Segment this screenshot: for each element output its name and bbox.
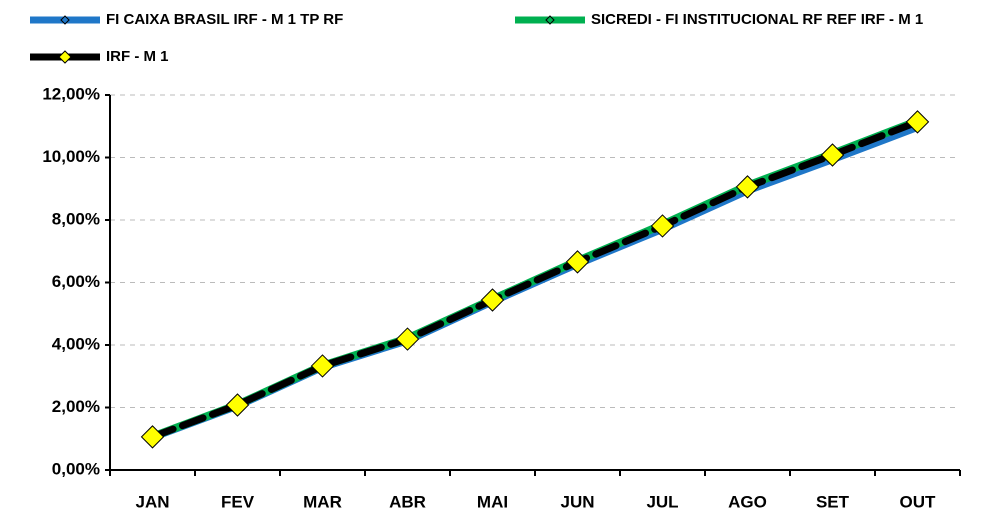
marker — [820, 143, 845, 167]
marker — [650, 214, 675, 238]
marker — [395, 327, 420, 351]
legend-marker — [545, 15, 555, 25]
x-tick-label: JUN — [560, 492, 594, 511]
y-tick-label: 2,00% — [52, 397, 100, 416]
marker — [225, 393, 250, 417]
series-line — [149, 118, 921, 441]
x-tick-label: AGO — [728, 492, 767, 511]
x-tick-label: SET — [816, 492, 850, 511]
legend-label: IRF - M 1 — [106, 48, 169, 65]
legend-marker — [58, 50, 72, 64]
legend-marker — [60, 15, 70, 25]
y-tick-label: 8,00% — [52, 209, 100, 228]
marker — [310, 354, 335, 378]
x-tick-label: OUT — [900, 492, 937, 511]
x-tick-label: FEV — [221, 492, 255, 511]
marker — [735, 175, 760, 199]
x-tick-label: ABR — [389, 492, 426, 511]
x-tick-label: JAN — [135, 492, 169, 511]
marker — [140, 425, 165, 449]
marker — [565, 250, 590, 274]
y-tick-label: 12,00% — [42, 84, 100, 103]
y-tick-label: 4,00% — [52, 334, 100, 353]
y-tick-label: 6,00% — [52, 272, 100, 291]
marker — [905, 110, 930, 134]
y-tick-label: 0,00% — [52, 459, 100, 478]
x-tick-label: MAR — [303, 492, 342, 511]
marker — [480, 288, 505, 312]
legend-label: FI CAIXA BRASIL IRF - M 1 TP RF — [106, 11, 343, 28]
legend-label: SICREDI - FI INSTITUCIONAL RF REF IRF - … — [591, 11, 923, 28]
x-tick-label: JUL — [646, 492, 678, 511]
x-tick-label: MAI — [477, 492, 508, 511]
y-tick-label: 10,00% — [42, 147, 100, 166]
